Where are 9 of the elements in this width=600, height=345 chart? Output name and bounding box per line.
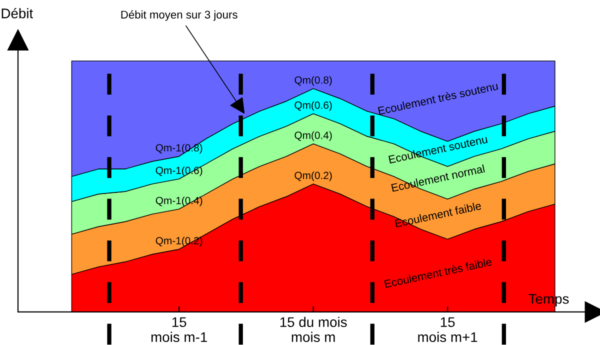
x-tick-label: 15 mois m+1: [418, 317, 478, 342]
text: Débit moyen sur 3 jours: [121, 10, 238, 21]
x-tick-label: 15 du mois mois m: [280, 316, 347, 342]
x-tick-label: 15 mois m-1: [151, 317, 207, 342]
annotation: Qm(0.4): [294, 131, 332, 142]
annotation: Qm(0.8): [294, 76, 332, 86]
annotation: Qm(0.2): [294, 171, 332, 182]
annotation: Qm(0.6): [294, 101, 332, 111]
y-axis-title: Débit: [2, 8, 34, 18]
